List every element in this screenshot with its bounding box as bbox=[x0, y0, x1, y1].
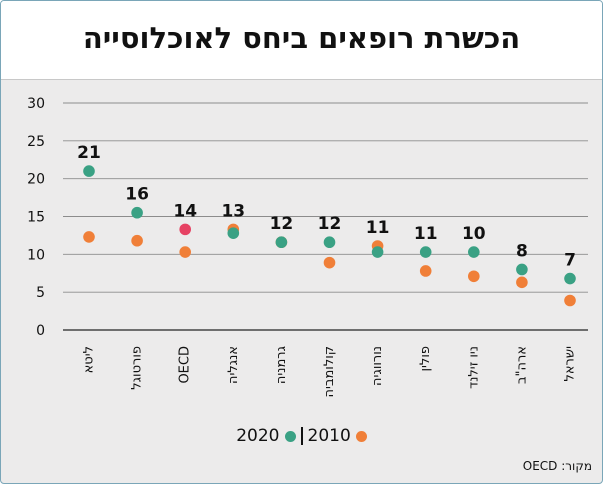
point-2020 bbox=[516, 263, 528, 276]
legend: 2020 2010 bbox=[1, 426, 602, 446]
legend-label-2010: 2010 bbox=[307, 426, 351, 446]
legend-separator bbox=[300, 427, 303, 445]
data-labels: 21 16 14 13 12 12 11 11 10 8 7 bbox=[77, 143, 576, 270]
point-2010 bbox=[179, 246, 191, 258]
point-2020 bbox=[275, 236, 288, 249]
point-2020 bbox=[227, 227, 240, 239]
y-tick-label: 0 bbox=[36, 323, 45, 339]
data-label-2020: 21 bbox=[77, 143, 101, 163]
point-2010 bbox=[564, 294, 576, 307]
point-2020 bbox=[323, 236, 336, 249]
point-2020 bbox=[179, 223, 191, 236]
data-points bbox=[83, 165, 576, 307]
data-label-2020: 7 bbox=[564, 251, 576, 271]
data-label-2020: 13 bbox=[221, 201, 245, 221]
point-2010 bbox=[83, 231, 95, 243]
x-tick-label: פורטוגל bbox=[130, 346, 145, 390]
data-label-2020: 12 bbox=[270, 214, 294, 234]
legend-marker-2010 bbox=[355, 430, 367, 442]
y-axis-ticks: 0 5 10 15 20 25 30 bbox=[27, 96, 45, 339]
x-tick-label: קולומביה bbox=[322, 346, 337, 397]
x-tick-label: פולין bbox=[418, 346, 433, 372]
x-axis-labels: ליטא פורטוגל OECD אנגליה גרמניה קולומביה נורוו… bbox=[82, 346, 578, 398]
x-tick-label: ניו זילנד bbox=[466, 346, 481, 389]
point-2020 bbox=[83, 165, 95, 177]
data-label-2020: 14 bbox=[173, 201, 197, 221]
legend-item-2010: 2010 bbox=[308, 426, 367, 446]
data-label-2020: 11 bbox=[414, 224, 438, 244]
data-label-2020: 10 bbox=[462, 224, 486, 244]
point-2010 bbox=[516, 276, 528, 289]
x-tick-label: ישראל bbox=[563, 346, 578, 382]
point-2020 bbox=[371, 246, 384, 258]
point-2020 bbox=[468, 246, 480, 258]
x-tick-label: גרמניה bbox=[274, 346, 289, 384]
x-tick-label: OECD bbox=[178, 346, 193, 384]
source-note: מקור: OECD bbox=[522, 459, 592, 473]
y-tick-label: 30 bbox=[27, 96, 45, 112]
point-2010 bbox=[131, 234, 143, 247]
title-bar: הכשרת רופאים ביחס לאוכלוסייה bbox=[1, 1, 602, 80]
x-tick-label: ליטא bbox=[82, 346, 97, 373]
data-label-2020: 11 bbox=[366, 218, 390, 238]
chart-title: הכשרת רופאים ביחס לאוכלוסייה bbox=[82, 21, 521, 55]
point-2010 bbox=[323, 256, 336, 269]
x-tick-label: אנגליה bbox=[226, 346, 241, 384]
grid-lines bbox=[63, 102, 588, 331]
x-tick-label: נורווגיה bbox=[370, 346, 385, 386]
y-tick-label: 10 bbox=[27, 247, 45, 263]
legend-label-2020: 2020 bbox=[236, 426, 280, 446]
point-2010 bbox=[419, 265, 432, 277]
x-tick-label: ארה"ב bbox=[514, 346, 529, 384]
y-tick-label: 25 bbox=[27, 134, 45, 150]
point-2020 bbox=[564, 272, 576, 285]
legend-marker-2020 bbox=[284, 430, 296, 442]
legend-item-2020: 2020 bbox=[236, 426, 296, 446]
point-2020 bbox=[419, 246, 432, 258]
y-tick-label: 20 bbox=[27, 172, 45, 188]
y-tick-label: 15 bbox=[27, 210, 45, 226]
point-2020 bbox=[131, 206, 143, 219]
point-2010 bbox=[468, 270, 480, 283]
y-tick-label: 5 bbox=[36, 285, 45, 301]
data-label-2020: 16 bbox=[125, 185, 149, 205]
data-label-2020: 8 bbox=[516, 241, 528, 261]
data-label-2020: 12 bbox=[318, 214, 342, 234]
